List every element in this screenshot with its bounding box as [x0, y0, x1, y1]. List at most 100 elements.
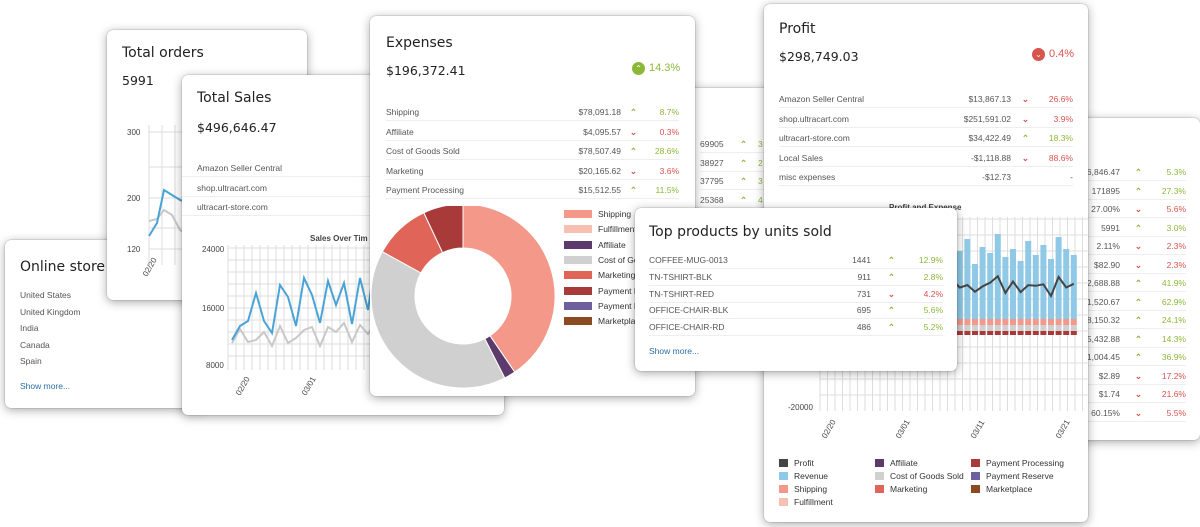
- metric-change-pct: 24.1%: [1161, 315, 1186, 325]
- legend-label: Affiliate: [890, 458, 918, 468]
- expense-value: $78,507.49: [578, 146, 621, 157]
- trend-up-icon: ⌃: [1134, 296, 1142, 307]
- store-country-item: India: [20, 323, 39, 334]
- metric-change-pct: 3: [758, 176, 763, 186]
- expenses-badge-pct: 14.3%: [649, 62, 681, 74]
- orders-series-prev: [148, 208, 190, 236]
- payment-bar: [1070, 331, 1077, 335]
- trend-up-icon: ⌃: [629, 146, 637, 157]
- trend-down-icon: ⌄: [1032, 48, 1045, 61]
- revenue-bar: [956, 251, 963, 319]
- legend-item: Cost of Goods Sold: [875, 471, 964, 481]
- legend-label: Fulfillment: [794, 497, 833, 507]
- card-title: Expenses: [386, 35, 453, 51]
- trend-up-icon: ⌃: [740, 139, 748, 149]
- shipping-bar: [1040, 319, 1047, 325]
- trend-up-icon: ⌃: [1134, 278, 1142, 288]
- metric-value: 37795: [700, 176, 724, 186]
- legend-label: Shipping: [598, 209, 632, 219]
- profit-badge-pct: 0.4%: [1049, 48, 1075, 60]
- sales-series-prev: [231, 321, 377, 349]
- legend-label: Payment F: [598, 300, 640, 311]
- expense-change-pct: 11.5%: [655, 185, 679, 196]
- shipping-bar: [964, 319, 971, 325]
- expense-row: Affiliate $4,095.57 ⌄ 0.3%: [386, 121, 679, 141]
- trend-up-icon: ⌃: [887, 305, 895, 316]
- shipping-bar: [1048, 319, 1054, 325]
- show-more-link[interactable]: Show more...: [20, 381, 71, 391]
- channel-change-pct: 3.9%: [1053, 113, 1073, 124]
- profit-channel-row: misc expenses -$12.73 -: [779, 166, 1073, 186]
- legend-label: Marketing: [890, 484, 928, 494]
- payment-bar: [972, 331, 978, 335]
- sales-channel-row: shop.ultracart.com: [182, 177, 504, 197]
- metric-row: $2.89 ⌄ 17.2%: [1088, 365, 1186, 385]
- metric-change-pct: 41.9%: [1161, 278, 1186, 288]
- shipping-bar: [1055, 319, 1062, 325]
- trend-up-icon: ⌃: [887, 255, 895, 265]
- payment-bar: [1002, 331, 1009, 335]
- x-tick-label: 03/01: [894, 418, 912, 440]
- product-change-pct: 2.8%: [923, 271, 943, 282]
- show-more-link[interactable]: Show more...: [649, 346, 700, 356]
- sales-series: [231, 253, 377, 341]
- shipping-bar: [994, 319, 1001, 325]
- legend-swatch: [779, 459, 788, 467]
- metric-value: 38927: [700, 157, 724, 168]
- card-title: Profit: [779, 21, 816, 37]
- trend-up-icon: ⌃: [1134, 315, 1142, 325]
- store-country-item: Spain: [20, 356, 42, 367]
- legend-swatch: [971, 459, 980, 467]
- legend-item: Affiliate: [875, 458, 918, 468]
- metric-row: 38927 ⌃ 2: [700, 152, 790, 172]
- legend-swatch: [564, 286, 592, 295]
- metric-value: 171895: [1091, 185, 1120, 196]
- trend-down-icon: ⌄: [1134, 407, 1142, 418]
- channel-label: Local Sales: [779, 152, 823, 163]
- revenue-bar: [1063, 249, 1070, 319]
- profit-channel-row: Local Sales -$1,118.88 ⌄ 88.6%: [779, 147, 1073, 167]
- expense-value: $4,095.57: [583, 126, 621, 137]
- cogs-bar: [979, 325, 986, 331]
- legend-item: Affiliate: [564, 240, 626, 250]
- revenue-bar: [1040, 245, 1047, 319]
- legend-swatch: [875, 485, 884, 493]
- metric-value: 8,150.32: [1086, 315, 1120, 325]
- metric-value: 1,520.67: [1086, 296, 1120, 307]
- product-row: OFFICE-CHAIR-RD 486 ⌃ 5.2%: [649, 319, 943, 337]
- revenue-bar: [1002, 257, 1009, 319]
- channel-change-pct: 18.3%: [1048, 133, 1073, 143]
- revenue-bar: [1070, 255, 1077, 319]
- y-tick-label: 16000: [202, 304, 225, 313]
- card-title: Top products by units sold: [649, 224, 832, 240]
- metric-row: 27.00% ⌄ 5.6%: [1088, 198, 1186, 218]
- cogs-bar: [1040, 325, 1047, 331]
- trend-up-icon: ⌃: [1021, 133, 1029, 143]
- legend-item: Fulfillment: [564, 224, 637, 234]
- metric-value: $2.89: [1098, 370, 1120, 381]
- cogs-bar: [956, 325, 963, 331]
- store-country-item: United States: [20, 290, 72, 300]
- product-units: 1441: [852, 255, 871, 265]
- y-tick-label: 8000: [206, 361, 224, 370]
- legend-swatch: [875, 472, 884, 480]
- channel-change-pct: -: [1070, 172, 1073, 182]
- channel-change-pct: 88.6%: [1048, 152, 1073, 163]
- channel-label: ultracart-store.com: [779, 133, 850, 143]
- legend-swatch: [875, 459, 884, 467]
- legend-swatch: [971, 472, 980, 480]
- legend-item: Revenue: [779, 471, 828, 481]
- expense-change-pct: 0.3%: [659, 126, 679, 137]
- metric-change-pct: 2.3%: [1166, 259, 1186, 270]
- sales-channel-row: ultracart-store.com: [182, 196, 504, 216]
- metric-row: 5991 ⌃ 3.0%: [1088, 217, 1186, 237]
- trend-up-icon: ⌃: [1134, 222, 1142, 233]
- metric-row: 2.11% ⌄ 2.3%: [1088, 235, 1186, 255]
- metric-row: 5,432.88 ⌃ 14.3%: [1087, 328, 1186, 348]
- sales-total: $496,646.47: [197, 120, 277, 135]
- shipping-bar: [1063, 319, 1070, 325]
- metric-row: 6,846.47 ⌃ 5.3%: [1087, 161, 1186, 181]
- expense-label: Marketing: [386, 165, 424, 176]
- expense-change-pct: 28.6%: [654, 146, 679, 157]
- product-change-pct: 5.6%: [923, 305, 943, 316]
